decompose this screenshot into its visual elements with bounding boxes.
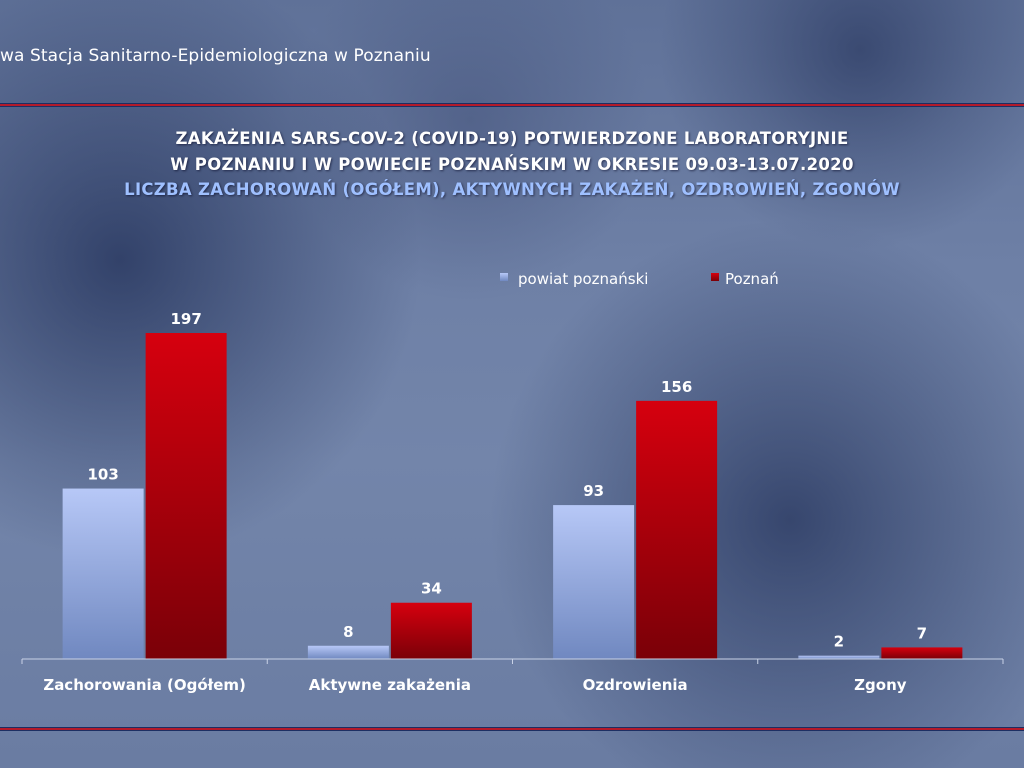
data-label-poznan-aktywne-zakazenia: 34 — [421, 580, 442, 598]
bar-poznan-aktywne-zakazenia — [390, 602, 472, 659]
chart-title-line-1: ZAKAŻENIA SARS-COV-2 (COVID-19) POTWIERD… — [175, 129, 849, 148]
bars-group — [62, 333, 963, 659]
bar-poznan-zgony — [881, 647, 963, 659]
category-label-zgony: Zgony — [854, 676, 907, 694]
category-label-zachorowania-ogolem: Zachorowania (Ogółem) — [43, 676, 246, 694]
bar-powiat-poznanski-zachorowania-ogolem — [62, 488, 144, 659]
data-label-poznan-zgony: 7 — [917, 624, 927, 642]
bottom-divider — [0, 727, 1024, 731]
chart-legend: powiat poznański Poznań — [500, 270, 779, 288]
data-label-poznan-ozdrowienia: 156 — [661, 378, 692, 396]
legend-swatch-poznan — [711, 273, 719, 281]
institution-header: wa Stacja Sanitarno-Epidemiologiczna w P… — [0, 46, 431, 66]
top-divider — [0, 103, 1024, 107]
data-label-powiat-poznanski-zachorowania-ogolem: 103 — [87, 466, 118, 484]
data-label-powiat-poznanski-aktywne-zakazenia: 8 — [343, 623, 353, 641]
chart-subtitle: LICZBA ZACHOROWAŃ (OGÓŁEM), AKTYWNYCH ZA… — [124, 180, 900, 199]
bar-poznan-ozdrowienia — [636, 400, 718, 659]
bar-powiat-poznanski-zgony — [798, 655, 880, 659]
data-label-powiat-poznanski-ozdrowienia: 93 — [583, 482, 604, 500]
legend-label-powiat-poznanski: powiat poznański — [518, 270, 648, 288]
chart-title-line-2: W POZNANIU I W POWIECIE POZNAŃSKIM W OKR… — [170, 155, 854, 174]
x-axis: Zachorowania (Ogółem) Aktywne zakażenia Oz… — [21, 658, 1004, 694]
data-labels-group: 103 197 8 34 93 156 2 7 — [87, 310, 927, 651]
bar-powiat-poznanski-aktywne-zakazenia — [307, 645, 389, 659]
bar-powiat-poznanski-ozdrowienia — [553, 505, 635, 659]
data-label-poznan-zachorowania-ogolem: 197 — [170, 310, 201, 328]
data-label-powiat-poznanski-zgony: 2 — [834, 633, 844, 651]
category-label-ozdrowienia: Ozdrowienia — [583, 676, 688, 694]
bar-poznan-zachorowania-ogolem — [145, 333, 227, 659]
category-label-aktywne-zakazenia: Aktywne zakażenia — [309, 676, 471, 694]
legend-label-poznan: Poznań — [725, 270, 779, 288]
legend-swatch-powiat-poznanski — [500, 273, 508, 281]
